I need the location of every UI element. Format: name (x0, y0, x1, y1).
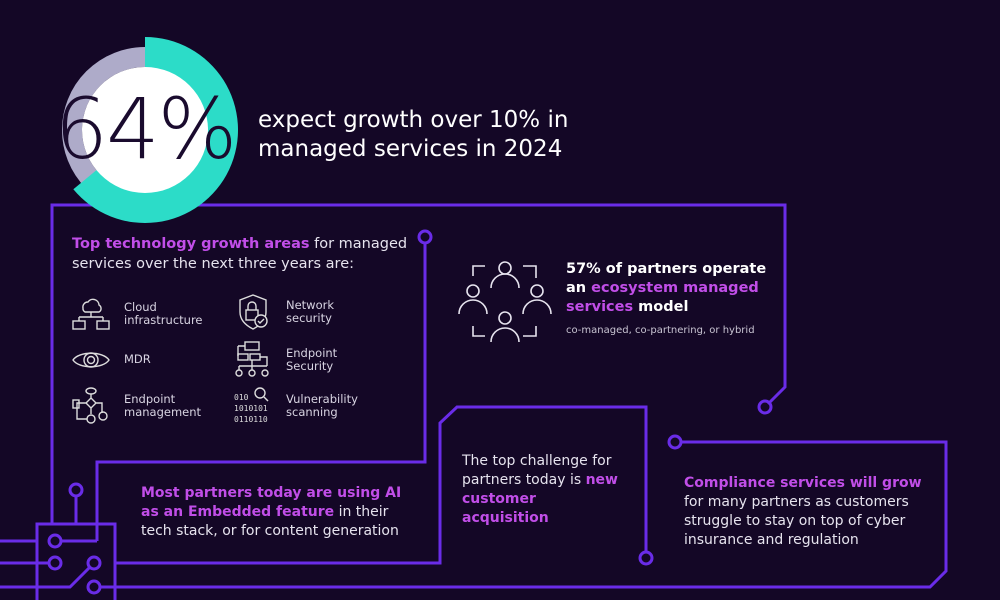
partners-subtext: co-managed, co-partnering, or hybrid (566, 325, 755, 336)
compliance-rest: for many partners as customers struggle … (684, 494, 909, 548)
intro-rest: for managed services over the next three… (72, 236, 408, 272)
growth-donut-chart (62, 37, 238, 223)
challenge-text: The top challenge for partners today is (462, 453, 612, 488)
stat-value: 64% (54, 80, 238, 178)
challenge-callout: The top challenge for partners today is … (462, 452, 622, 528)
svg-text:0110110: 0110110 (234, 415, 268, 424)
ai-callout: Most partners today are using AI as an E… (141, 484, 421, 541)
growth-item-label: Endpoint management (124, 391, 202, 419)
svg-text:010: 010 (234, 393, 249, 402)
partners-text: 57% of partners operate an (566, 261, 767, 296)
donut-fill-arc (73, 37, 238, 223)
intro-highlight: Top technology growth areas (72, 236, 310, 252)
compliance-callout: Compliance services will grow for many p… (684, 474, 924, 550)
stat-headline: expect growth over 10% in managed servic… (258, 106, 568, 164)
growth-intro: Top technology growth areas for managed … (72, 234, 412, 274)
challenge-highlight: new customer acquisition (462, 472, 618, 526)
partners-text-end: model (633, 299, 689, 315)
growth-item-endpoint-security: Endpoint Security (232, 340, 366, 380)
headline-line-1: expect growth over 10% in (258, 107, 569, 133)
ai-highlight: Most partners today are using AI as an E… (141, 485, 402, 520)
growth-item-label: Cloud infrastructure (124, 299, 203, 327)
growth-item-vulnerability: 010 1010101 0110110 Vulnerability scanning (232, 386, 366, 426)
growth-item-endpoint-management: Endpoint management (70, 386, 214, 426)
binary-search-icon: 010 1010101 0110110 (232, 386, 274, 426)
cloud-network-icon (70, 294, 112, 334)
growth-item-label: Vulnerability scanning (286, 391, 358, 419)
growth-item-cloud: Cloud infrastructure (70, 294, 214, 334)
growth-item-mdr: MDR (70, 340, 151, 380)
growth-item-label: MDR (124, 352, 151, 367)
headline-line-2: managed services in 2024 (258, 136, 563, 162)
eye-icon (70, 340, 112, 380)
growth-item-label: Network security (286, 297, 335, 325)
ai-rest: in their tech stack, or for content gene… (141, 504, 399, 539)
donut-center (82, 67, 208, 193)
svg-text:1010101: 1010101 (234, 404, 268, 413)
partners-highlight: ecosystem managed services (566, 280, 759, 315)
shield-lock-icon (232, 292, 274, 332)
flowchart-icon (70, 386, 112, 426)
hierarchy-icon (232, 340, 274, 380)
compliance-highlight: Compliance services will grow (684, 475, 922, 491)
growth-item-network-security: Network security (232, 292, 366, 332)
people-group-icon (458, 256, 553, 355)
growth-item-label: Endpoint Security (286, 345, 338, 373)
partners-stat: 57% of partners operate an ecosystem man… (566, 260, 786, 317)
